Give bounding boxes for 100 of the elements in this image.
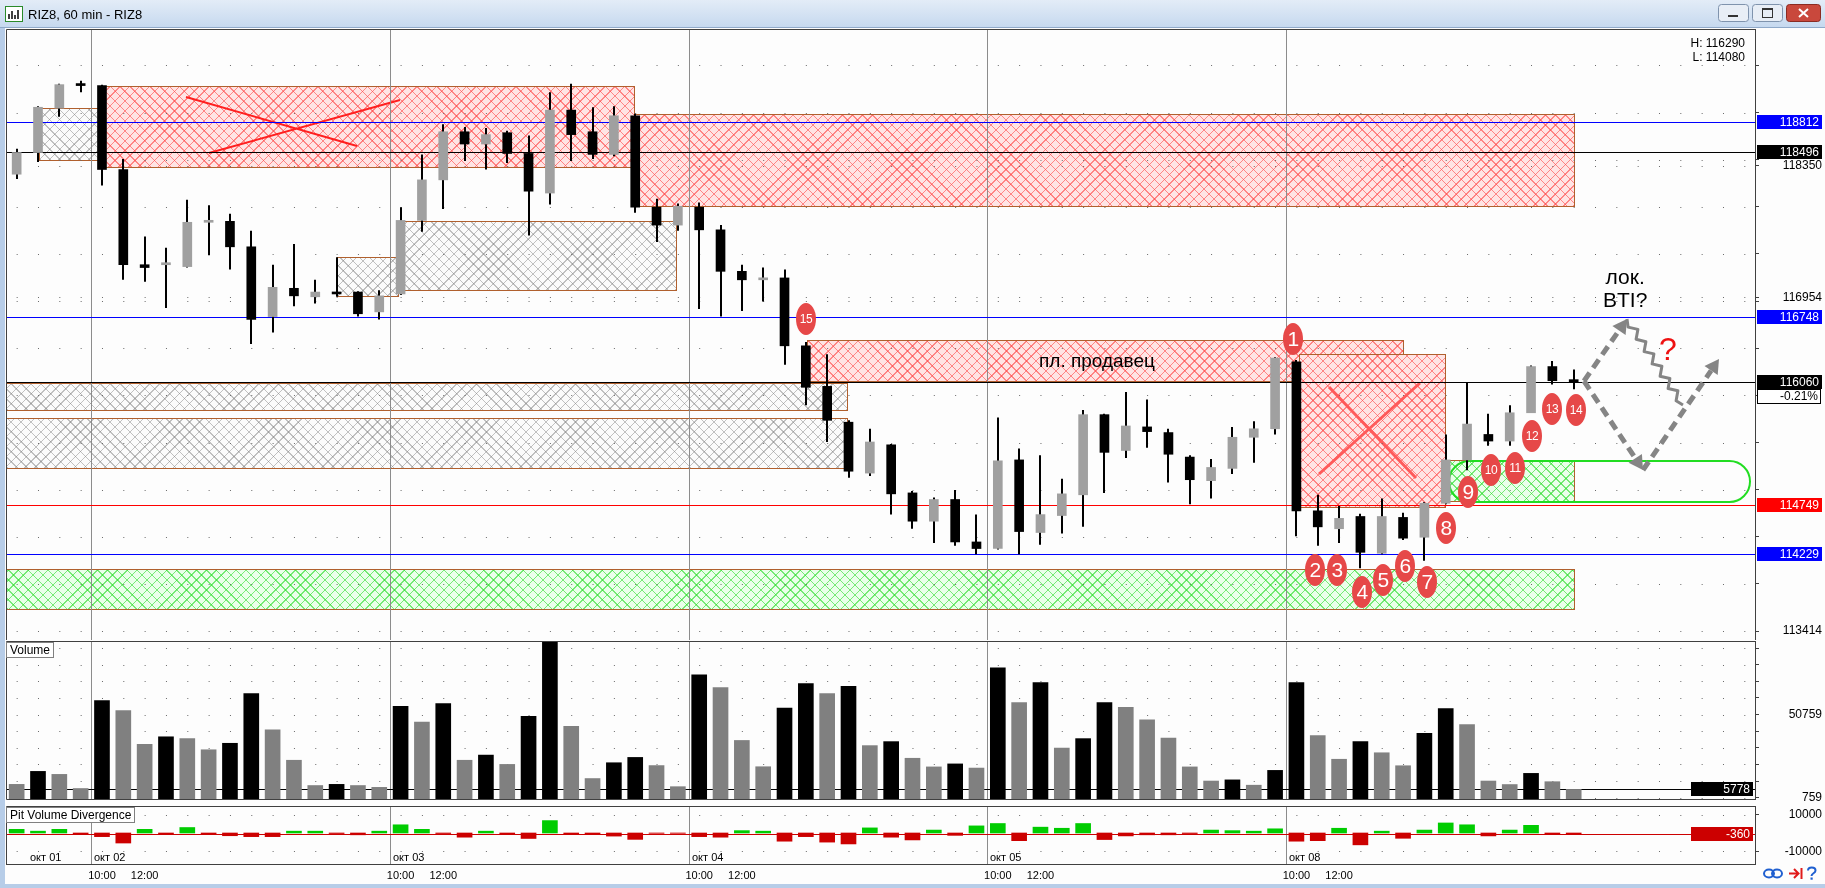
annotation: L: 114080 [1692, 50, 1745, 64]
bar [1331, 827, 1347, 834]
bar [136, 829, 153, 834]
ref-line-label: 116748 [1779, 309, 1820, 324]
ref-line-label: 116060 [1779, 374, 1820, 389]
candlestick [161, 246, 171, 310]
bar [1139, 719, 1155, 799]
x-tick-label: 10:00 [1282, 868, 1311, 881]
bar [1117, 707, 1134, 799]
annotation: 9 [1458, 476, 1478, 508]
candlestick [374, 289, 385, 321]
annotation: 3 [1327, 554, 1347, 586]
annotation: 2 [1305, 554, 1325, 586]
bar [584, 778, 601, 799]
bar [200, 749, 217, 799]
bar [307, 785, 324, 799]
bar [670, 786, 686, 799]
candlestick [758, 266, 769, 303]
candlestick [1483, 412, 1494, 447]
annotation: 12 [1522, 420, 1542, 452]
candlestick [289, 242, 299, 308]
y-tick-label: 50759 [1788, 706, 1823, 721]
annotation: окт 03 [393, 851, 425, 863]
annotation: окт 08 [1289, 851, 1321, 863]
bar [734, 740, 750, 799]
candlestick [353, 290, 363, 318]
bar [1373, 752, 1390, 799]
annotation: 10 [1481, 454, 1501, 486]
annotation: пл. продавец [1039, 350, 1155, 372]
annotation: 14 [1566, 394, 1586, 426]
x-tick-label: 12:00 [429, 868, 458, 881]
bar [1267, 828, 1283, 834]
bar [968, 767, 985, 799]
bar [1245, 784, 1262, 799]
bar [819, 693, 836, 799]
bar [350, 785, 366, 799]
candlestick [651, 197, 662, 244]
bar [712, 687, 729, 799]
bar [904, 757, 921, 799]
candlestick [1056, 477, 1067, 535]
x-tick-label: 10:00 [685, 868, 713, 881]
candlestick [203, 204, 214, 257]
bar [392, 824, 409, 834]
annotation: 8 [1436, 512, 1456, 544]
chart-title: RIZ8, 60 min - RIZ8 [28, 7, 143, 22]
bar [179, 738, 196, 799]
bar [179, 827, 196, 834]
candlestick [139, 235, 150, 283]
annotation: ? [1659, 331, 1677, 367]
annotation: 11 [1505, 452, 1525, 484]
bar [414, 829, 430, 834]
annotation: лок. BTI? [1603, 265, 1648, 311]
text: -0.21% [1757, 389, 1821, 404]
y-tick-label: 759 [1801, 790, 1823, 805]
x-tick-label: 12:00 [1325, 868, 1353, 881]
x-tick-label: 12:00 [1026, 868, 1055, 881]
chart-title: Volume [6, 642, 55, 658]
bar [264, 729, 281, 799]
bar [1309, 735, 1326, 799]
bar [1480, 780, 1497, 799]
bar [1395, 765, 1411, 799]
bar [734, 830, 750, 834]
bar [925, 766, 942, 799]
chart-title: Pit Volume Divergence [6, 807, 136, 823]
bar [1501, 784, 1518, 799]
candlestick [1248, 420, 1259, 464]
candlestick [310, 278, 321, 305]
y-tick-label: 113414 [1782, 623, 1823, 638]
bar [456, 759, 473, 799]
annotation: окт 01 [30, 851, 62, 863]
candlestick [1206, 457, 1216, 500]
x-tick-label: 12:00 [728, 868, 756, 881]
annotation: 6 [1395, 550, 1415, 582]
ref-line-label: 114229 [1779, 546, 1820, 561]
candlestick [971, 513, 982, 556]
bar [136, 744, 153, 799]
bar [371, 787, 388, 799]
x-tick-label: 10:00 [984, 868, 1012, 881]
candlestick [737, 263, 747, 312]
bar [1075, 823, 1091, 834]
annotation: H: 116290 [1690, 36, 1745, 50]
bar [1459, 724, 1475, 799]
y-tick-label: 116954 [1782, 289, 1823, 304]
ref-line-label: 114749 [1779, 497, 1820, 512]
annotation: 5 [1373, 564, 1393, 596]
annotation: 1 [1283, 323, 1303, 355]
x-tick-label: 10:00 [386, 868, 415, 881]
bar [1203, 780, 1219, 799]
candlestick [694, 201, 705, 311]
ref-line-label: 118812 [1779, 114, 1820, 129]
candlestick [928, 496, 939, 544]
bar [648, 765, 665, 799]
bar [115, 710, 132, 799]
candlestick [1035, 454, 1046, 546]
annotation: 7 [1417, 566, 1437, 598]
bar [1160, 737, 1177, 799]
bar [499, 764, 516, 799]
ref-line-label: 118496 [1779, 144, 1820, 159]
bar [1053, 747, 1070, 799]
annotation: окт 05 [990, 851, 1022, 863]
